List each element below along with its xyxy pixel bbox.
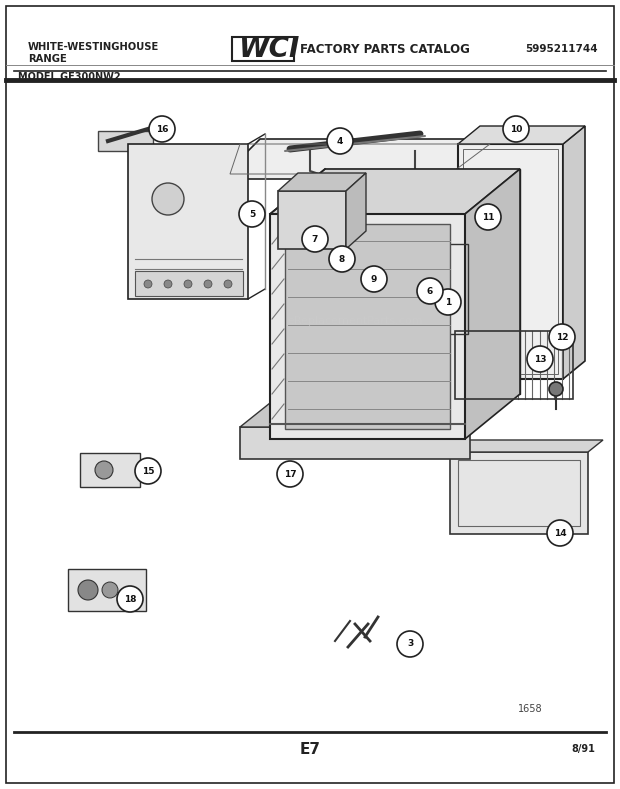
Text: 5995211744: 5995211744 [525,44,598,54]
Bar [270,214,465,439]
Polygon shape [346,173,366,249]
Circle shape [117,586,143,612]
Polygon shape [458,126,585,144]
Circle shape [435,289,461,315]
Circle shape [152,183,184,215]
Bar [278,191,346,249]
Circle shape [239,201,265,227]
Circle shape [397,631,423,657]
Circle shape [78,580,98,600]
Polygon shape [325,169,520,394]
Circle shape [184,280,192,288]
Circle shape [329,246,355,272]
Text: 18: 18 [124,594,136,604]
Circle shape [475,204,501,230]
Circle shape [327,128,353,154]
Text: 14: 14 [554,529,566,537]
Text: 9: 9 [371,275,377,283]
Bar [68,569,146,611]
Bar [80,453,140,487]
Circle shape [361,266,387,292]
Bar [458,144,563,379]
Polygon shape [270,169,520,214]
Circle shape [417,278,443,304]
Text: 16: 16 [156,125,168,133]
Text: 13: 13 [534,354,546,364]
Text: WHITE-WESTINGHOUSE: WHITE-WESTINGHOUSE [28,42,159,52]
Text: 6: 6 [427,286,433,296]
Text: MODEL GF300NW2: MODEL GF300NW2 [18,72,121,82]
Text: 1658: 1658 [518,704,542,714]
Bar [232,37,294,61]
Circle shape [95,461,113,479]
Bar [285,224,450,429]
Polygon shape [128,144,248,299]
Text: FACTORY PARTS CATALOG: FACTORY PARTS CATALOG [300,43,470,55]
Bar [458,460,580,526]
Bar [240,427,470,459]
Text: 7: 7 [312,234,318,244]
Polygon shape [240,399,505,427]
Circle shape [102,582,118,598]
Text: RANGE: RANGE [28,54,67,64]
Circle shape [164,280,172,288]
Circle shape [527,346,553,372]
Text: 17: 17 [284,469,296,478]
Bar [450,452,588,534]
Polygon shape [563,126,585,379]
Circle shape [277,461,303,487]
Text: eReplacementParts.com: eReplacementParts.com [287,316,423,326]
Circle shape [503,116,529,142]
Circle shape [547,520,573,546]
Text: E7: E7 [299,742,321,757]
Text: 11: 11 [482,212,494,222]
Circle shape [204,280,212,288]
Bar [455,331,573,399]
Polygon shape [278,173,366,191]
Text: 3: 3 [407,640,413,649]
Text: 8/91: 8/91 [571,744,595,754]
Text: 1: 1 [445,297,451,306]
Text: 15: 15 [142,466,154,476]
Circle shape [149,116,175,142]
Polygon shape [465,169,520,439]
Bar [463,149,558,374]
Circle shape [135,458,161,484]
Bar [98,131,153,151]
Bar [440,244,468,334]
Text: 12: 12 [556,332,569,342]
Text: 8: 8 [339,255,345,264]
Circle shape [549,324,575,350]
Text: 10: 10 [510,125,522,133]
Bar [135,271,243,296]
Circle shape [549,382,563,396]
Circle shape [144,280,152,288]
Text: WCI: WCI [238,35,299,63]
Circle shape [224,280,232,288]
Polygon shape [220,139,500,179]
Circle shape [302,226,328,252]
Text: 4: 4 [337,136,343,145]
Polygon shape [450,440,603,452]
Text: 5: 5 [249,210,255,219]
